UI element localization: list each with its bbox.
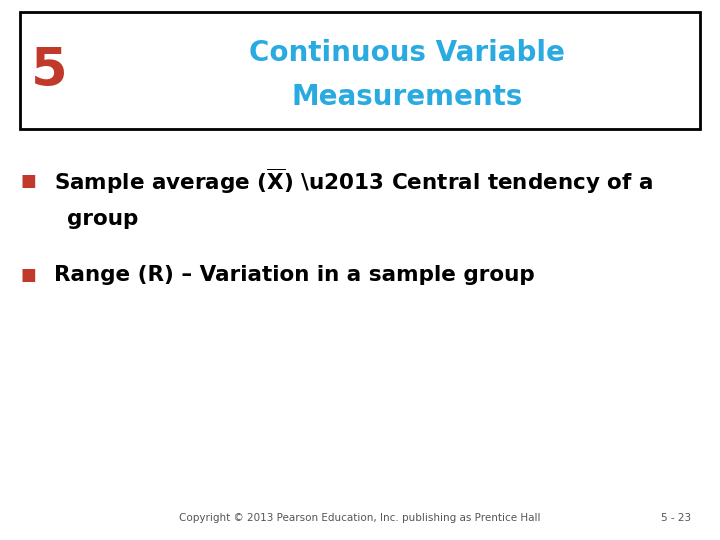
Text: Copyright © 2013 Pearson Education, Inc. publishing as Prentice Hall: Copyright © 2013 Pearson Education, Inc.… <box>179 514 541 523</box>
Text: Range (R) – Variation in a sample group: Range (R) – Variation in a sample group <box>54 265 535 286</box>
Text: 5: 5 <box>31 45 67 97</box>
Text: group: group <box>67 208 138 229</box>
Text: Sample average ($\overline{\mathbf{X}}$) \u2013 Central tendency of a: Sample average ($\overline{\mathbf{X}}$)… <box>54 166 653 195</box>
Text: Continuous Variable: Continuous Variable <box>249 39 564 67</box>
Text: Measurements: Measurements <box>291 83 523 111</box>
Bar <box>20 12 700 129</box>
Text: 5 - 23: 5 - 23 <box>661 514 691 523</box>
Text: ■: ■ <box>20 266 36 285</box>
Text: ■: ■ <box>20 172 36 190</box>
